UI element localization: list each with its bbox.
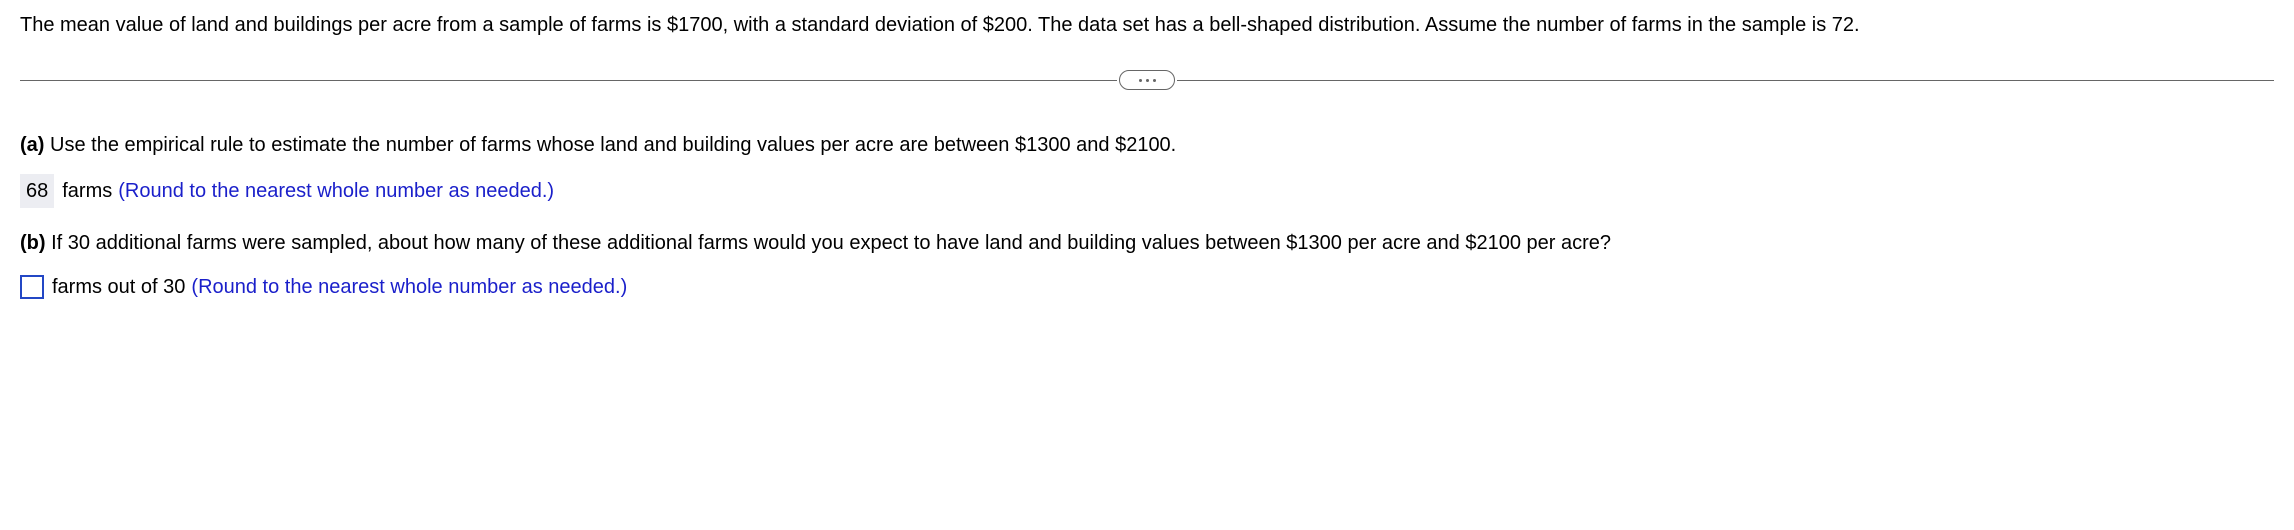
part-b-label: (b) [20, 232, 46, 254]
part-a-hint: (Round to the nearest whole number as ne… [118, 176, 554, 206]
problem-text: The mean value of land and buildings per… [20, 14, 1860, 36]
part-b-hint: (Round to the nearest whole number as ne… [191, 272, 627, 302]
part-a-answer-row: 68 farms (Round to the nearest whole num… [20, 174, 2274, 208]
part-b-text: If 30 additional farms were sampled, abo… [46, 232, 1611, 254]
part-b-answer-row: farms out of 30 (Round to the nearest wh… [20, 272, 2274, 302]
divider-line-right [1177, 80, 2274, 81]
part-a-text: Use the empirical rule to estimate the n… [44, 134, 1176, 156]
part-a-question: (a) Use the empirical rule to estimate t… [20, 130, 2274, 160]
part-a-answer-input[interactable]: 68 [20, 174, 54, 208]
problem-statement: The mean value of land and buildings per… [20, 10, 2274, 40]
part-a-unit: farms [62, 176, 112, 206]
part-b-question: (b) If 30 additional farms were sampled,… [20, 228, 2274, 258]
section-divider [20, 70, 2274, 90]
part-b-unit: farms out of 30 [52, 272, 185, 302]
divider-line-left [20, 80, 1117, 81]
divider-expand-button[interactable] [1119, 70, 1175, 90]
part-b: (b) If 30 additional farms were sampled,… [20, 228, 2274, 302]
part-a: (a) Use the empirical rule to estimate t… [20, 130, 2274, 208]
part-a-label: (a) [20, 134, 44, 156]
part-b-answer-input[interactable] [20, 275, 44, 299]
